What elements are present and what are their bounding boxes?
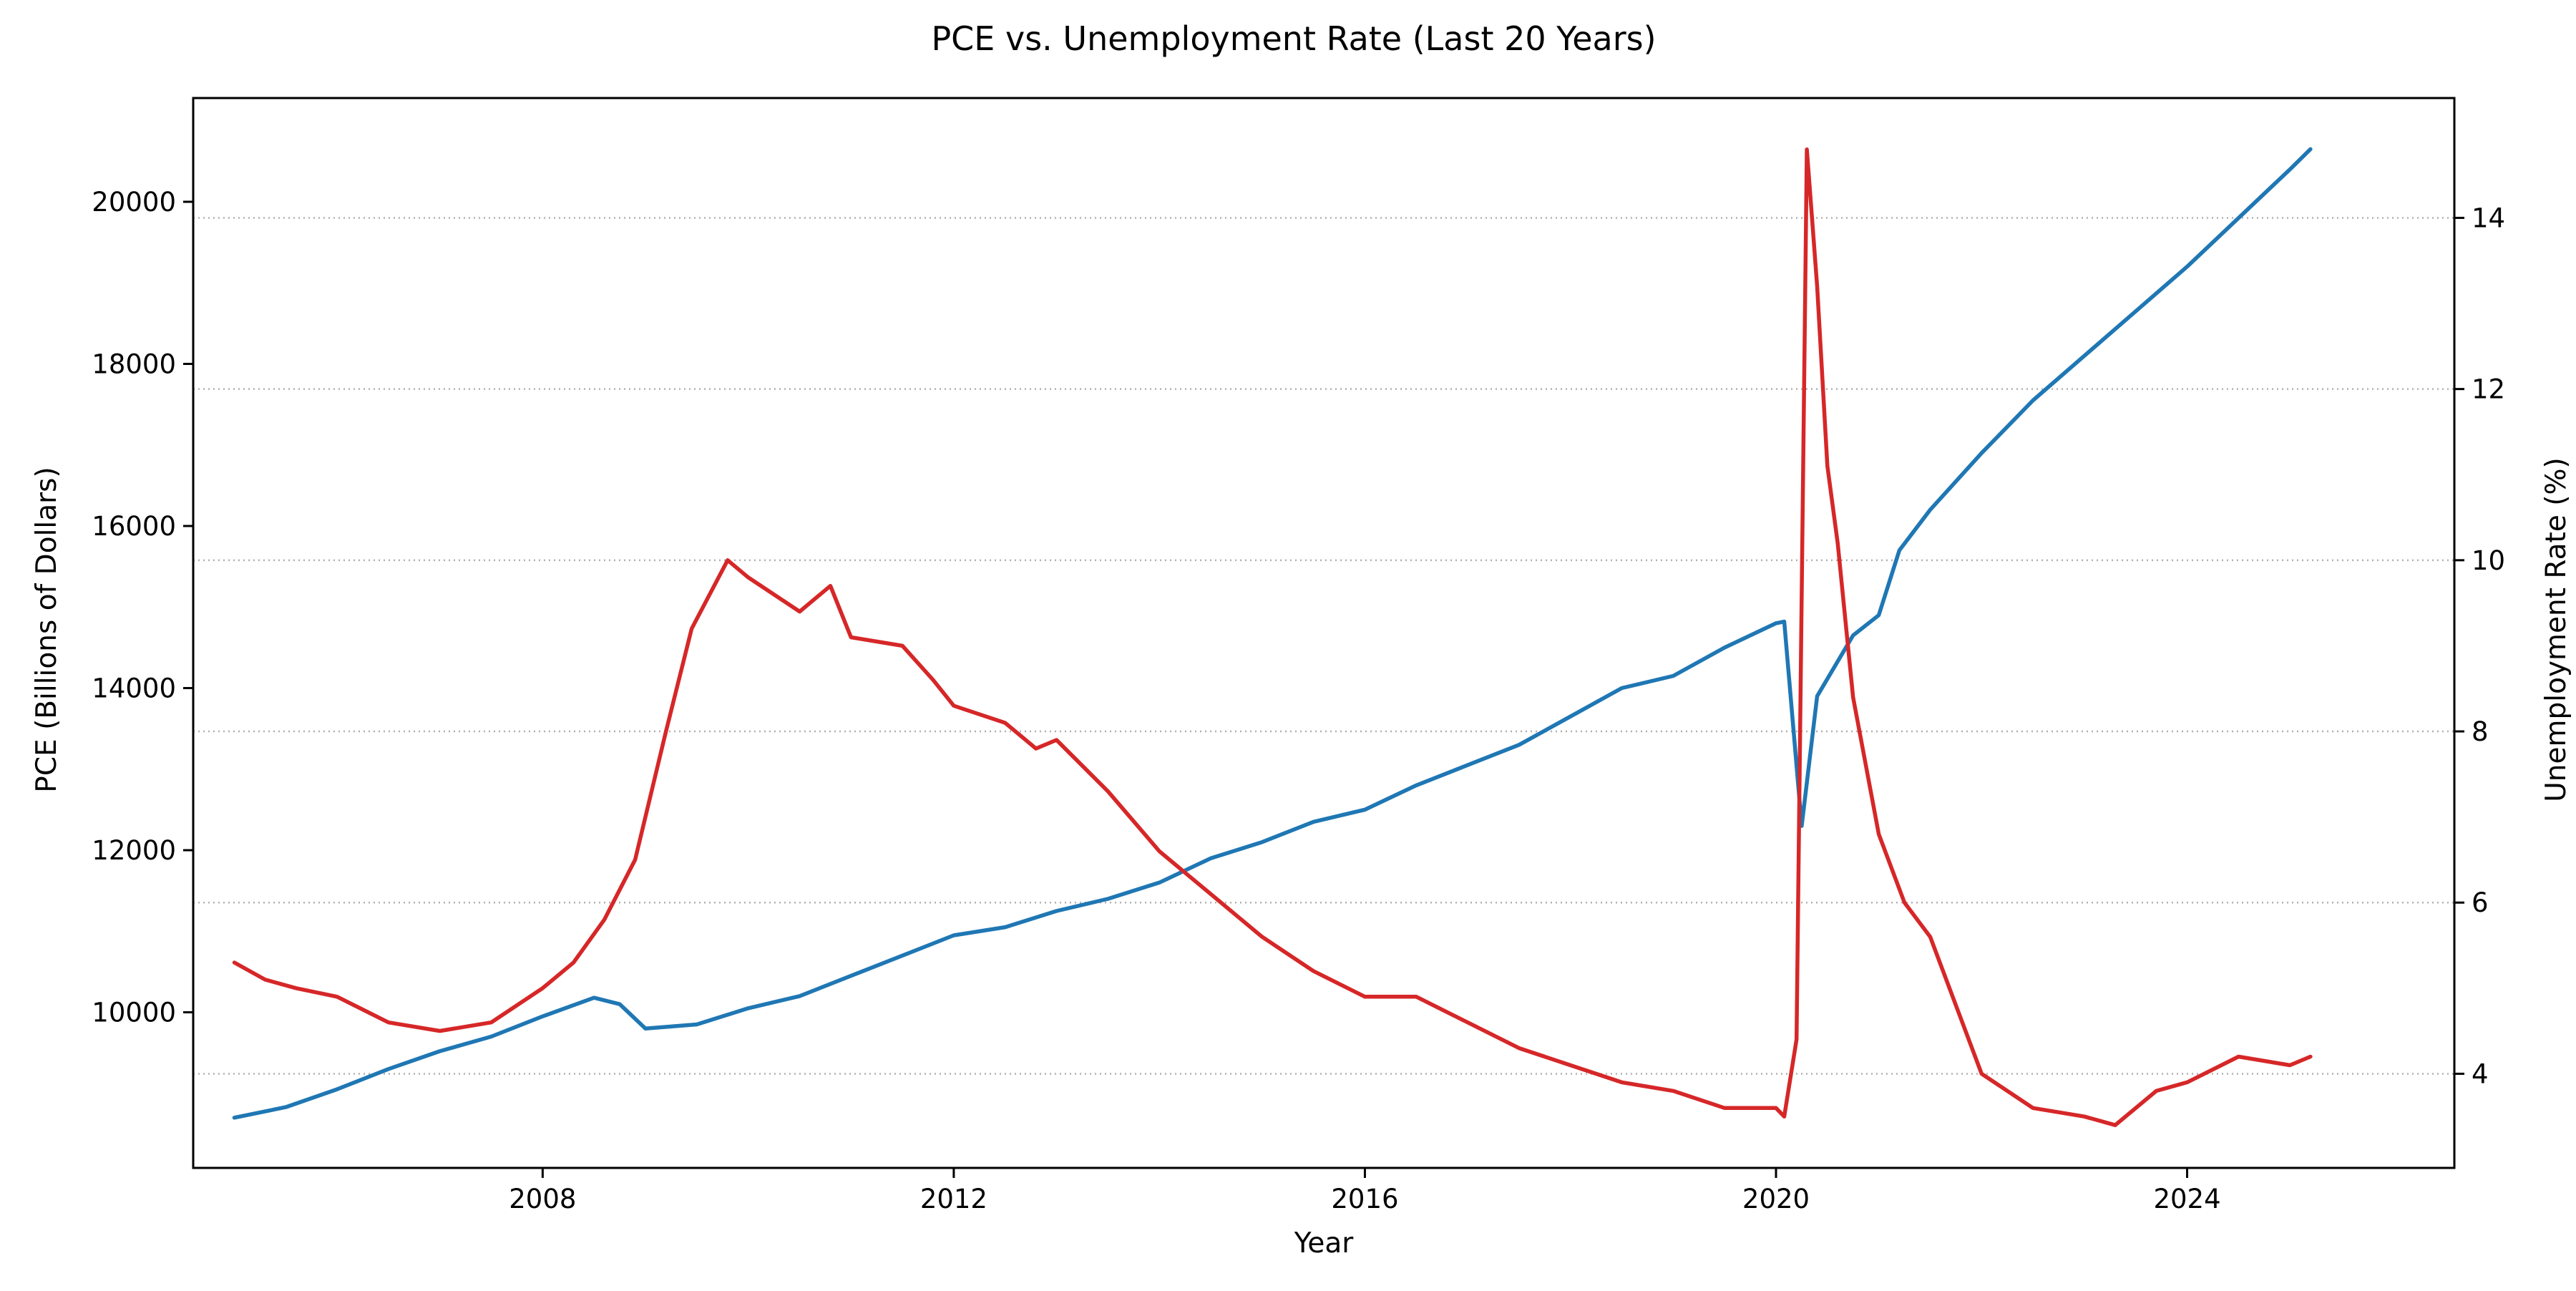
y-tick-label: 18000 xyxy=(92,349,176,379)
y-right-tick-label: 12 xyxy=(2472,374,2505,405)
y-tick-label: 20000 xyxy=(92,187,176,218)
y-right-tick-label: 8 xyxy=(2472,716,2489,747)
y-axis-right: 4 6 8 10 12 14 xyxy=(2454,203,2505,1089)
y-right-tick-label: 10 xyxy=(2472,545,2505,576)
y-right-tick-label: 6 xyxy=(2472,887,2489,918)
x-tick-label: 2020 xyxy=(1742,1184,1810,1214)
y-tick-label: 16000 xyxy=(92,511,176,542)
plot-frame xyxy=(192,97,2456,1169)
y-axis-left: 10000 12000 14000 16000 18000 20000 xyxy=(92,187,193,1028)
y-tick-label: 12000 xyxy=(92,835,176,866)
y-right-tick-label: 14 xyxy=(2472,203,2505,233)
x-tick-label: 2016 xyxy=(1331,1184,1398,1214)
x-axis: 2008 2012 2016 2020 2024 xyxy=(509,1168,2221,1214)
y-tick-label: 10000 xyxy=(92,998,176,1028)
x-axis-label: Year xyxy=(1294,1227,1355,1260)
y-axis-label-right: Unemployment Rate (%) xyxy=(2540,457,2572,802)
x-tick-label: 2008 xyxy=(509,1184,576,1214)
x-tick-label: 2024 xyxy=(2153,1184,2220,1214)
y-axis-label-left: PCE (Billions of Dollars) xyxy=(31,467,63,792)
gridlines xyxy=(193,217,2454,1075)
chart-title: PCE vs. Unemployment Rate (Last 20 Years… xyxy=(931,19,1656,58)
unemployment-rate-line xyxy=(232,147,2313,1127)
x-tick-label: 2012 xyxy=(920,1184,987,1214)
y-right-tick-label: 4 xyxy=(2472,1058,2489,1089)
series-lines xyxy=(232,147,2313,1127)
y-tick-label: 14000 xyxy=(92,673,176,704)
pce-line xyxy=(232,147,2313,1120)
